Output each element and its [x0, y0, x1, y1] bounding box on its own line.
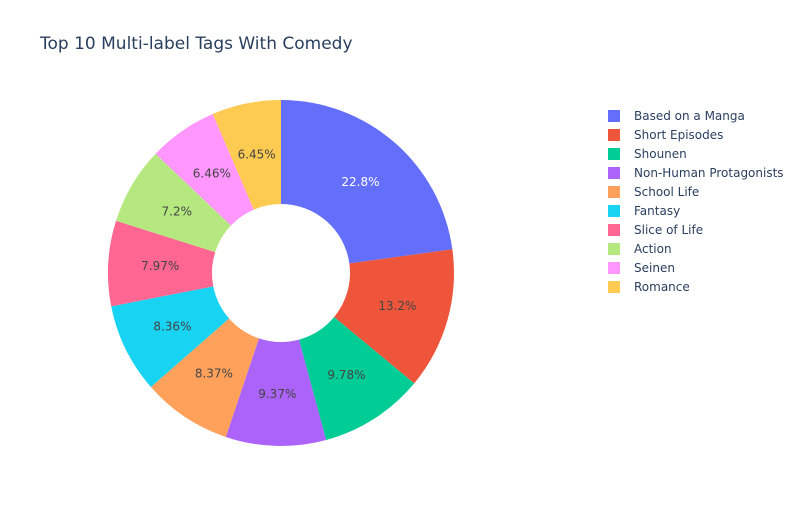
legend-label: Romance	[634, 279, 690, 294]
slice-seinen[interactable]	[155, 114, 254, 226]
slice-label-action: 7.2%	[162, 205, 193, 219]
slice-short-episodes[interactable]	[334, 249, 455, 384]
legend-label: Shounen	[634, 146, 687, 161]
legend-label: Based on a Manga	[634, 108, 745, 123]
legend-item-based-on-a-manga[interactable]: Based on a Manga	[608, 106, 784, 125]
slice-label-school-life: 8.37%	[195, 367, 233, 381]
legend-swatch	[608, 166, 620, 179]
slice-label-based-on-a-manga: 22.8%	[341, 175, 379, 189]
legend: Based on a Manga Short Episodes Shounen Non…	[608, 106, 784, 296]
slice-label-non-human-protagonists: 9.37%	[258, 387, 296, 401]
slice-romance[interactable]	[212, 100, 281, 210]
legend-swatch	[608, 242, 620, 255]
legend-item-romance[interactable]: Romance	[608, 277, 784, 296]
slice-label-shounen: 9.78%	[327, 368, 365, 382]
legend-swatch	[608, 109, 620, 122]
slice-action[interactable]	[116, 153, 231, 253]
legend-swatch	[608, 223, 620, 236]
chart-title: Top 10 Multi-label Tags With Comedy	[40, 34, 353, 54]
slice-shounen[interactable]	[299, 317, 415, 441]
legend-item-slice-of-life[interactable]: Slice of Life	[608, 220, 784, 239]
legend-item-shounen[interactable]: Shounen	[608, 144, 784, 163]
legend-item-action[interactable]: Action	[608, 239, 784, 258]
legend-swatch	[608, 147, 620, 160]
legend-swatch	[608, 261, 620, 274]
legend-item-seinen[interactable]: Seinen	[608, 258, 784, 277]
legend-swatch	[608, 128, 620, 141]
legend-label: Fantasy	[634, 203, 681, 218]
legend-label: Slice of Life	[634, 222, 704, 237]
slice-non-human-protagonists[interactable]	[225, 338, 327, 446]
legend-label: School Life	[634, 184, 700, 199]
slice-label-seinen: 6.46%	[193, 167, 231, 181]
legend-swatch	[608, 280, 620, 293]
slice-slice-of-life[interactable]	[108, 220, 216, 307]
slice-fantasy[interactable]	[111, 286, 230, 388]
legend-item-non-human-protagonists[interactable]: Non-Human Protagonists	[608, 163, 784, 182]
slice-based-on-a-manga[interactable]	[281, 100, 453, 264]
legend-item-school-life[interactable]: School Life	[608, 182, 784, 201]
slice-school-life[interactable]	[150, 318, 259, 437]
slice-label-slice-of-life: 7.97%	[141, 259, 179, 273]
legend-swatch	[608, 204, 620, 217]
legend-swatch	[608, 185, 620, 198]
slice-label-short-episodes: 13.2%	[378, 299, 416, 313]
legend-item-short-episodes[interactable]: Short Episodes	[608, 125, 784, 144]
legend-label: Short Episodes	[634, 127, 724, 142]
legend-item-fantasy[interactable]: Fantasy	[608, 201, 784, 220]
legend-label: Non-Human Protagonists	[634, 165, 784, 180]
slice-label-romance: 6.45%	[238, 147, 276, 161]
slice-label-fantasy: 8.36%	[153, 319, 191, 333]
legend-label: Action	[634, 241, 672, 256]
legend-label: Seinen	[634, 260, 675, 275]
